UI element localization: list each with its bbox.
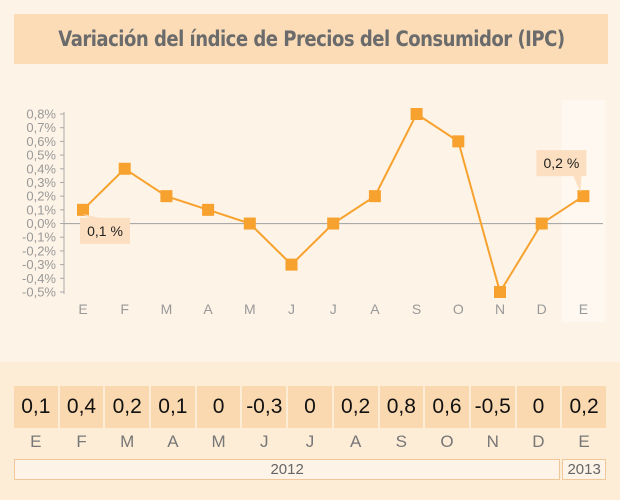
month-label: E [30, 432, 42, 451]
x-tick-label: D [537, 301, 547, 317]
year-label: 2013 [562, 459, 606, 480]
month-label: M [211, 432, 226, 451]
value-cell: 0,4 [59, 386, 104, 428]
data-point [452, 135, 465, 148]
x-tick-label: E [579, 301, 588, 317]
month-label: E [578, 432, 590, 451]
y-tick-label: 0,7% [26, 120, 56, 135]
month-label: A [349, 432, 362, 451]
month-label: N [486, 432, 499, 451]
y-tick-label: 0,0% [26, 216, 56, 231]
data-point [118, 162, 131, 175]
series-line [82, 112, 584, 295]
y-tick-label: -0,1% [22, 230, 56, 245]
data-point [327, 217, 340, 230]
chart-title: Variación del índice de Precios del Cons… [57, 27, 565, 51]
y-tick-label: 0,5% [26, 148, 56, 163]
y-tick-label: -0,2% [22, 243, 56, 258]
y-tick-label: 0,6% [26, 134, 56, 149]
x-tick-label: N [495, 301, 505, 317]
data-point [494, 286, 506, 298]
annotation-pointer [573, 176, 582, 193]
x-tick-label: A [203, 301, 213, 317]
data-point [577, 190, 590, 203]
highlight-column [561, 100, 606, 322]
year-label: 2012 [14, 459, 561, 480]
value-cell: 0,2 [105, 386, 150, 428]
value-cell: 0,1 [14, 386, 58, 428]
x-tick-label: F [120, 301, 129, 317]
x-tick-label: J [288, 301, 295, 317]
data-point [160, 190, 173, 203]
value-cell: 0,2 [333, 386, 378, 428]
month-label: J [260, 432, 269, 451]
x-tick-label: S [412, 301, 421, 317]
annotation-box [536, 150, 587, 177]
data-point [202, 203, 215, 216]
x-tick-label: E [78, 301, 87, 317]
x-tick-label: A [370, 301, 380, 317]
value-cell: -0,3 [242, 386, 287, 428]
value-cell: 0,8 [379, 386, 424, 428]
y-tick-label: 0,1% [26, 202, 56, 217]
annotation-label: 0,2 % [543, 155, 579, 171]
y-tick-label: 0,4% [26, 161, 56, 176]
data-point [410, 108, 423, 120]
annotation-box [80, 217, 130, 244]
y-tick-label: -0,3% [22, 257, 56, 272]
x-tick-label: M [244, 301, 256, 317]
value-cell: 0,6 [425, 386, 469, 428]
annotation-pointer [83, 213, 99, 218]
y-tick-label: -0,5% [22, 285, 56, 300]
month-label: F [76, 432, 87, 451]
data-point [535, 217, 548, 230]
month-label: O [440, 432, 454, 451]
month-label: S [395, 432, 408, 451]
annotation-label: 0,1 % [87, 223, 123, 239]
title-box: Variación del índice de Precios del Cons… [14, 14, 608, 64]
value-cell: 0 [516, 386, 561, 428]
y-tick-label: 0,3% [26, 175, 56, 190]
data-point [368, 190, 381, 203]
line-chart: 0,8%0,7%0,6%0,5%0,4%0,3%0,2%0,1%0,0%-0,1… [22, 100, 606, 322]
year-row: 2012 2013 [14, 459, 606, 480]
x-tick-label: J [330, 301, 337, 317]
data-point [285, 258, 298, 271]
month-label: J [305, 432, 315, 451]
y-tick-label: 0,8% [26, 107, 56, 122]
y-tick-label: -0,4% [22, 271, 56, 286]
month-label: M [120, 432, 135, 451]
values-row: 0,1 0,4 0,2 0,1 0 -0,3 0 0,2 0,8 0,6 -0,5 0 0,2 [14, 386, 606, 428]
month-label: D [532, 432, 545, 451]
month-label: A [167, 432, 179, 451]
y-tick-label: 0,2% [26, 189, 56, 204]
value-cell: 0 [196, 386, 241, 428]
value-cell: -0,5 [470, 386, 515, 428]
value-cell: 0 [288, 386, 332, 428]
x-tick-label: O [453, 301, 464, 317]
value-cell: 0,1 [151, 386, 195, 428]
data-point [77, 203, 89, 216]
x-tick-label: M [161, 301, 173, 317]
data-point [243, 217, 256, 230]
value-cell: 0,2 [562, 386, 606, 428]
